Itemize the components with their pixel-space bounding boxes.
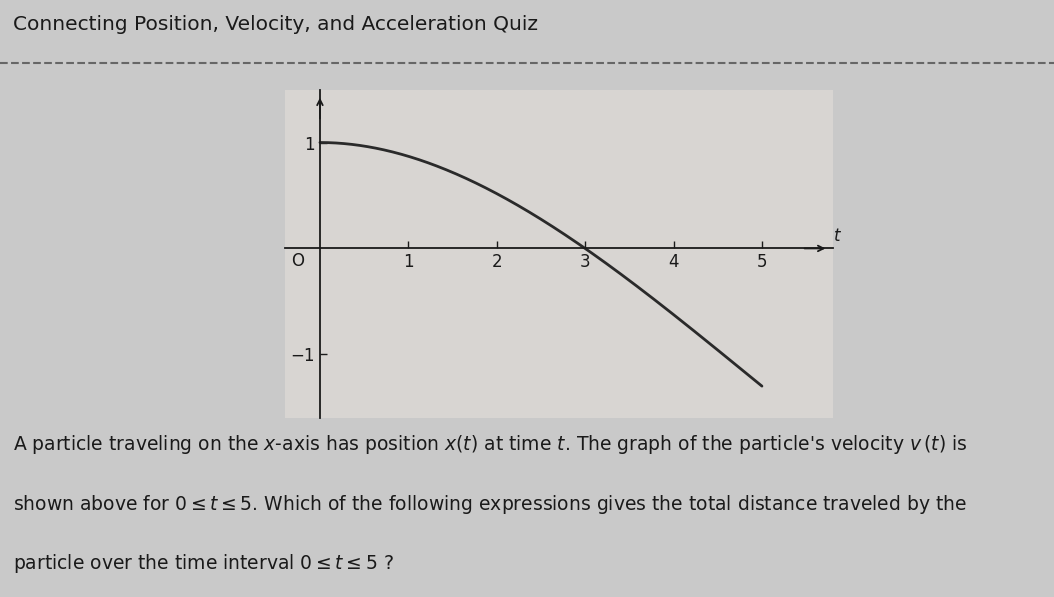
Text: A particle traveling on the $x$-axis has position $x(t)$ at time $t$. The graph : A particle traveling on the $x$-axis has… [13,433,968,456]
Text: O: O [291,252,305,270]
Text: particle over the time interval $0 \leq t \leq 5$ ?: particle over the time interval $0 \leq … [13,552,393,576]
Text: Connecting Position, Velocity, and Acceleration Quiz: Connecting Position, Velocity, and Accel… [13,15,538,34]
Text: $t$: $t$ [833,227,842,245]
Text: shown above for $0 \leq t \leq 5$. Which of the following expressions gives the : shown above for $0 \leq t \leq 5$. Which… [13,493,967,516]
